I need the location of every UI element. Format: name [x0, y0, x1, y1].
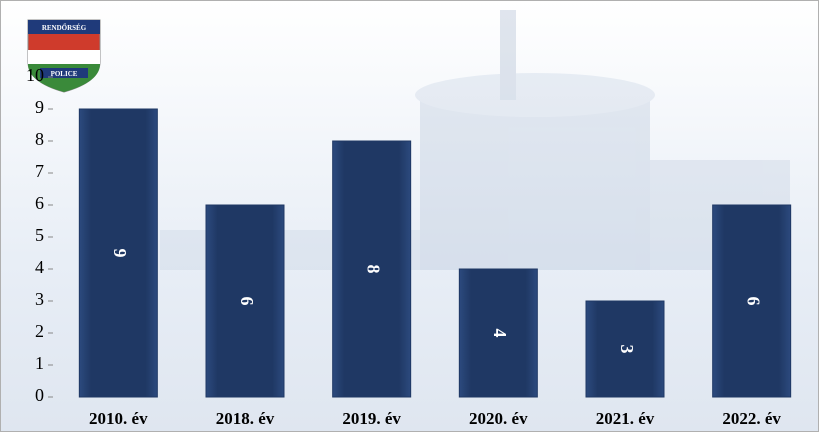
logo-text: RENDŐRSÉG: [42, 24, 87, 32]
y-tick-label: 0: [35, 385, 44, 405]
y-tick-label: 3: [35, 289, 44, 309]
bar: [332, 140, 412, 398]
x-tick-label: 2020. év: [469, 409, 528, 428]
y-tick-label: 1: [35, 353, 44, 373]
data-label: 9: [110, 249, 130, 258]
y-tick-label: 8: [35, 129, 44, 149]
x-tick-label: 2019. év: [342, 409, 401, 428]
logo-text: POLICE: [51, 70, 78, 78]
x-tick-label: 2018. év: [216, 409, 275, 428]
x-tick-label: 2021. év: [596, 409, 655, 428]
bar: [585, 300, 665, 398]
data-label: 3: [617, 345, 637, 354]
logo: RENDŐRSÉG POLICE: [27, 19, 101, 93]
y-tick-label: 2: [35, 321, 44, 341]
y-tick-label: 6: [35, 193, 44, 213]
data-label: 8: [364, 265, 384, 274]
bar: [458, 268, 538, 398]
x-tick-label: 2010. év: [89, 409, 148, 428]
x-tick-label: 2022. év: [722, 409, 781, 428]
y-tick-label: 10: [26, 65, 44, 85]
data-label: 4: [490, 329, 510, 338]
bar: [712, 204, 792, 398]
y-tick-label: 4: [35, 257, 44, 277]
y-tick-label: 9: [35, 97, 44, 117]
data-label: 6: [237, 297, 257, 306]
y-tick-label: 7: [35, 161, 44, 181]
bar: [78, 108, 158, 398]
bar: [205, 204, 285, 398]
data-label: 6: [744, 297, 764, 306]
y-tick-label: 5: [35, 225, 44, 245]
